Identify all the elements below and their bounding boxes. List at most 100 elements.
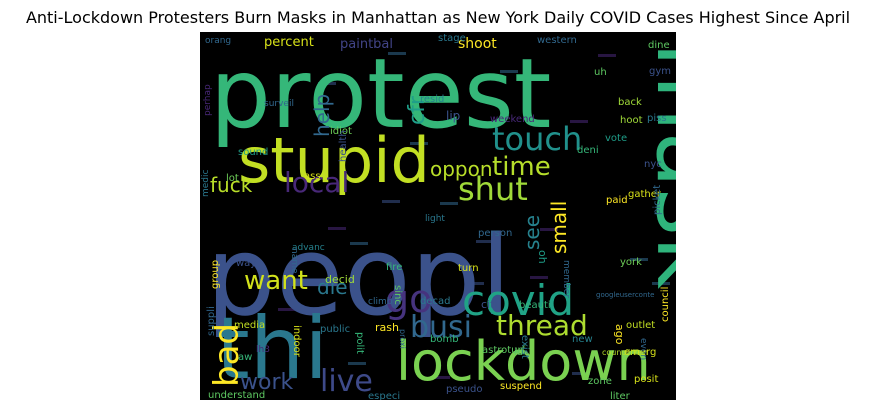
word-covid: covid — [462, 276, 574, 325]
word-dine: dine — [648, 40, 670, 51]
filler-word-mark — [350, 242, 368, 245]
word-want: want — [244, 266, 308, 296]
word-bad: bad — [207, 323, 247, 387]
word-ago: ago — [613, 324, 626, 345]
filler-word-mark — [382, 200, 400, 203]
word-cfr: cfr — [405, 95, 430, 125]
word-paid: paid — [606, 195, 628, 206]
word-oh: oh — [536, 250, 549, 264]
word-way: way — [236, 258, 256, 269]
word-local: local — [284, 166, 349, 199]
word-york: york — [620, 257, 642, 268]
word-orang: orang — [205, 36, 231, 46]
word-resid: resid — [420, 94, 444, 105]
word-help: help — [310, 94, 334, 137]
word-perhap: perhap — [203, 84, 213, 116]
word-beauti: beauti — [519, 300, 551, 311]
word-small: small — [547, 201, 571, 254]
word-light: light — [425, 214, 445, 224]
word-see: see — [520, 215, 544, 250]
word-paintbal: paintbal — [340, 37, 393, 52]
word-oppon: oppon — [430, 157, 493, 181]
word-idiot: idiot — [330, 126, 352, 137]
word-councilman: councilman — [602, 348, 648, 357]
filler-word-mark — [348, 362, 366, 365]
word-deni: deni — [577, 145, 599, 156]
word-nyc: nyc — [644, 159, 662, 170]
word-thread: thread — [496, 309, 588, 342]
filler-word-mark — [466, 282, 484, 285]
word-peopl: peopl — [206, 212, 511, 340]
word-suspend: suspend — [500, 381, 542, 392]
word-lh3: lh3 — [256, 345, 270, 355]
word-id: id — [514, 347, 523, 358]
word-decid: decid — [325, 273, 355, 286]
filler-word-mark — [598, 54, 616, 57]
word-posit: posit — [634, 374, 658, 385]
word-stupid: stupid — [238, 124, 430, 197]
word-sound: sound — [238, 147, 268, 158]
word-stage: stage — [438, 33, 466, 44]
word-new: new — [572, 334, 593, 345]
word-group: group — [210, 260, 221, 289]
filler-word-mark — [278, 308, 296, 311]
filler-word-mark — [328, 227, 346, 230]
word-percent: percent — [264, 35, 314, 50]
word-time: time — [492, 152, 551, 182]
word-protest: protest — [210, 38, 551, 150]
word-rash: rash — [375, 321, 399, 334]
filler-word-mark — [570, 120, 588, 123]
word-member: member — [561, 260, 571, 298]
word-outlet: outlet — [626, 320, 655, 331]
word-advanc: advanc — [292, 243, 325, 253]
word-lockdown: lockdown — [396, 330, 651, 393]
word-touch: touch — [492, 120, 582, 158]
word-name: name — [289, 248, 299, 274]
filler-word-mark — [440, 202, 458, 205]
word-understand: understand — [208, 390, 265, 400]
word-exist: exist — [519, 335, 530, 359]
word-hoot: hoot — [620, 115, 643, 126]
word-lot: lot — [226, 173, 239, 184]
word-cloud-canvas: protest peopl mask stupid thi lockdown covid to… — [201, 33, 676, 400]
word-go: go — [385, 277, 432, 321]
word-gather: gather — [628, 189, 662, 200]
filler-word-mark — [388, 52, 406, 55]
word-googleuserconte: googleuserconte — [596, 291, 654, 299]
word-thi: thi — [216, 299, 328, 399]
word-bomb: bomb — [430, 334, 459, 345]
word-public: public — [320, 324, 350, 335]
word-person: person — [478, 228, 512, 239]
word-uh: uh — [594, 67, 607, 78]
filler-word-mark — [530, 276, 548, 279]
word-decad: decad — [420, 296, 450, 307]
filler-word-mark — [318, 82, 336, 85]
word-shut: shut — [458, 170, 528, 208]
word-emerg: emerg — [624, 347, 656, 358]
word-health: health — [338, 130, 349, 162]
filler-word-mark — [572, 372, 590, 375]
word-cloud: protest peopl mask stupid thi lockdown covid to… — [200, 32, 676, 400]
word-council: council — [660, 287, 671, 322]
word-lip: lip — [446, 109, 460, 123]
word-ass: ass — [304, 171, 321, 182]
word-vote: vote — [605, 133, 627, 144]
word-even: even — [638, 338, 648, 360]
word-work: work — [240, 370, 293, 395]
word-live: live — [320, 364, 373, 399]
word-back: back — [618, 97, 642, 108]
word-western: western — [537, 35, 577, 46]
word-surveil: surveil — [264, 99, 294, 109]
word-turn: turn — [458, 263, 479, 274]
word-suppli: suppli — [206, 306, 217, 336]
word-piss: piss — [647, 113, 667, 124]
word-liter: liter — [610, 391, 631, 400]
word-pseudo: pseudo — [446, 384, 483, 395]
word-especi: especi — [368, 391, 400, 400]
chart-title: Anti-Lockdown Protesters Burn Masks in M… — [25, 8, 851, 27]
word-fire: fire — [386, 262, 402, 273]
filler-word-mark — [410, 142, 428, 145]
word-shoot: shoot — [458, 36, 497, 52]
word-picket: picket — [652, 185, 663, 215]
word-sinc: sinc — [392, 285, 403, 305]
